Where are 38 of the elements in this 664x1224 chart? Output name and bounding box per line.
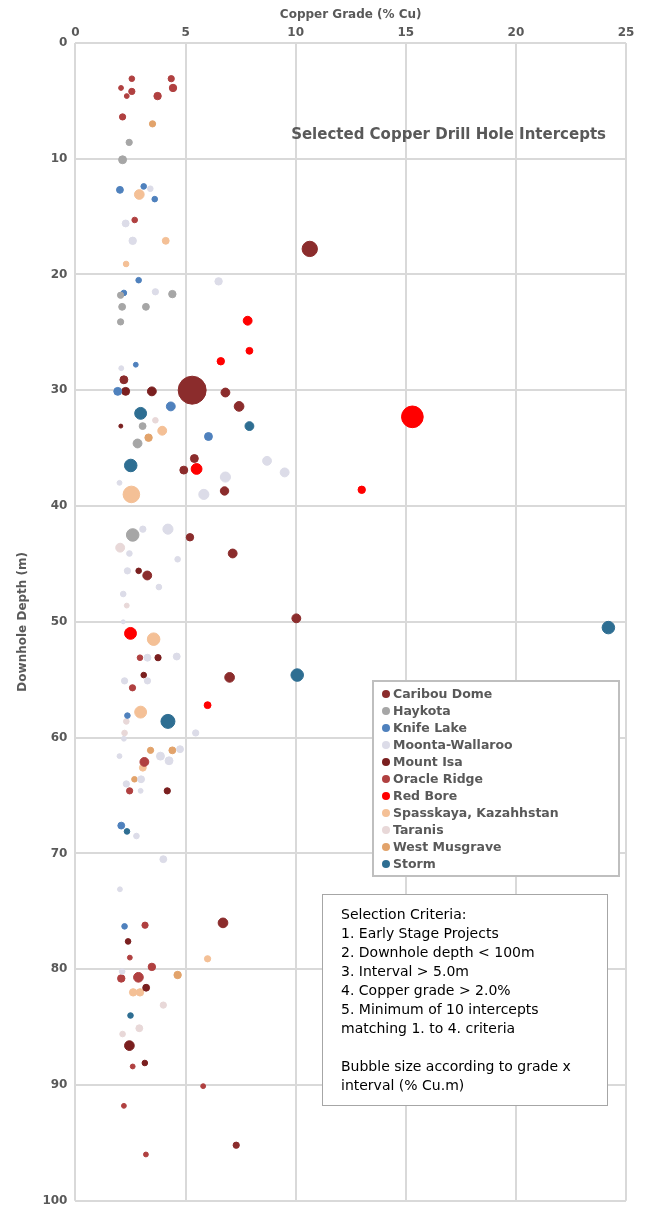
- legend-label: Knife Lake: [393, 719, 467, 736]
- x-tick-label: 15: [397, 24, 415, 39]
- legend-label: West Musgrave: [393, 838, 502, 855]
- y-tick-label: 60: [50, 729, 68, 744]
- y-tick-label: 40: [50, 498, 68, 513]
- legend-label: Taranis: [393, 821, 444, 838]
- legend-label: Red Bore: [393, 787, 458, 804]
- y-tick-label: 80: [50, 961, 68, 976]
- annotation: Selection Criteria:: [341, 905, 468, 924]
- annotation: 1. Early Stage Projects: [341, 924, 500, 943]
- x-axis-title: Copper Grade (% Cu): [279, 7, 422, 22]
- y-tick-label: 10: [50, 150, 68, 165]
- y-axis-title: Downhole Depth (m): [15, 551, 30, 692]
- y-tick-label: 30: [50, 382, 68, 397]
- y-tick-label: 50: [50, 613, 68, 628]
- annotation: 5. Minimum of 10 intercepts matching 1. to 4. criteria: [341, 1000, 540, 1038]
- x-tick-label: 25: [617, 24, 635, 39]
- annotation: 3. Interval > 5.0m: [341, 962, 470, 981]
- annotation: 4. Copper grade > 2.0%: [341, 981, 512, 1000]
- text: Selected Copper Drill Hole Intercepts: [291, 125, 607, 144]
- x-tick-label: 10: [287, 24, 305, 39]
- annotation: Bubble size according to grade x interval (% Cu.m): [341, 1057, 572, 1095]
- x-tick-label: 20: [507, 24, 525, 39]
- legend-label: Spasskaya, Kazahhstan: [393, 804, 559, 821]
- y-tick-label: 70: [50, 845, 68, 860]
- y-tick-label: 0: [59, 34, 68, 49]
- y-tick-label: 100: [42, 1192, 68, 1207]
- annotation: 2. Downhole depth < 100m: [341, 943, 536, 962]
- legend-label: Haykota: [393, 702, 451, 719]
- legend-label: Oracle Ridge: [393, 770, 484, 787]
- legend-label: Mount Isa: [393, 753, 463, 770]
- x-tick-label: 5: [181, 24, 190, 39]
- y-tick-label: 90: [50, 1077, 68, 1092]
- y-tick-label: 20: [50, 266, 68, 281]
- x-tick-label: 0: [71, 24, 80, 39]
- legend-label: Caribou Dome: [393, 685, 493, 702]
- legend-label: Storm: [393, 855, 436, 872]
- legend-label: Moonta-Wallaroo: [393, 736, 513, 753]
